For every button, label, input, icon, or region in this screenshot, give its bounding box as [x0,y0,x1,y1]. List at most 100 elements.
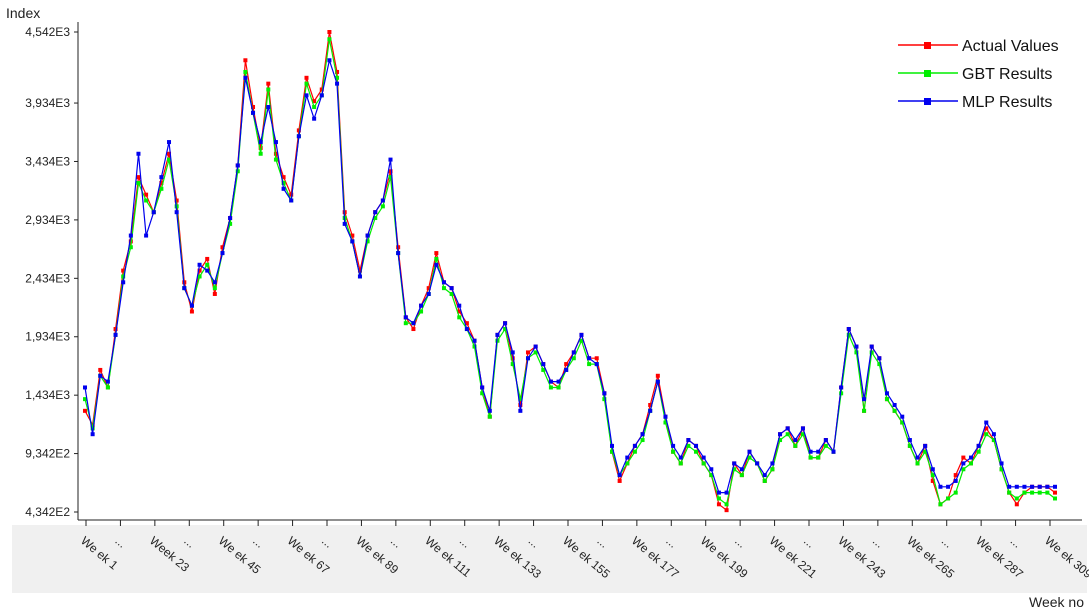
data-point [732,467,737,472]
data-point [632,449,637,454]
data-point [823,443,828,448]
data-point [632,443,637,448]
data-point [968,461,973,466]
data-point [266,87,271,92]
data-point [525,350,530,355]
data-point [495,338,500,343]
data-point [1053,484,1057,489]
data-point [510,362,515,367]
data-point [83,408,87,413]
data-point [105,379,110,384]
data-point [701,455,706,460]
series-mlp-results [83,58,1057,495]
data-point [189,309,194,314]
data-point [83,385,87,390]
data-point [205,256,210,261]
data-point [778,438,783,443]
legend-item[interactable]: Actual Values [898,38,1059,55]
data-point [663,414,668,419]
data-point [938,502,943,507]
data-point [877,356,882,361]
data-point [350,233,355,238]
data-point [655,379,660,384]
data-point [312,105,317,110]
y-tick-label: 9,342E2 [25,447,70,461]
data-point [923,443,928,448]
data-point [686,438,691,443]
data-point [961,455,966,460]
data-point [212,280,217,285]
data-point [968,455,973,460]
data-point [793,443,798,448]
data-point [930,473,935,478]
data-point [1045,490,1050,495]
data-point [808,455,813,460]
data-point [441,280,446,285]
legend-item[interactable]: MLP Results [898,94,1052,111]
data-point [396,251,401,256]
data-point [83,397,87,402]
data-point [113,327,118,332]
legend-label: MLP Results [962,94,1052,111]
data-point [533,344,538,349]
data-point [266,81,271,86]
data-point [441,286,446,291]
data-point [464,327,469,332]
data-point [518,408,523,413]
data-point [884,391,889,396]
data-point [816,449,821,454]
legend[interactable]: Actual Values GBT Results MLP Results [898,38,1059,111]
data-point [480,391,485,396]
data-point [197,268,202,273]
data-point [182,286,187,291]
data-point [380,198,385,203]
data-point [831,449,836,454]
data-point [915,455,920,460]
data-point [1053,496,1057,501]
data-point [724,508,729,513]
data-point [319,93,324,98]
legend-item[interactable]: GBT Results [898,66,1052,83]
data-point [785,426,790,431]
y-tick-label: 2,934E3 [25,213,70,227]
data-point [296,128,301,133]
data-point [946,496,951,501]
data-point [1007,484,1012,489]
y-tick-label: 2,434E3 [25,271,70,285]
data-point [472,338,477,343]
data-point [579,338,584,343]
data-point [976,443,981,448]
data-point [350,239,355,244]
data-point [312,116,317,121]
data-point [739,467,744,472]
data-point [312,99,317,104]
data-point [877,362,882,367]
data-point [686,443,691,448]
data-point [281,175,286,180]
data-point [266,105,271,110]
data-point [541,362,546,367]
data-point [694,443,699,448]
data-point [762,473,767,478]
data-point [961,461,966,466]
data-point [1022,490,1027,495]
data-point [457,309,462,314]
legend-swatch-marker [924,98,931,105]
data-point [128,245,133,250]
data-point [556,379,561,384]
data-point [319,87,324,92]
data-point [220,251,225,256]
data-point [212,291,217,296]
data-point [533,350,538,355]
data-point [724,490,729,495]
data-point [556,385,561,390]
data-point [1030,490,1035,495]
data-point [678,461,683,466]
data-point [327,37,332,42]
data-point [388,169,393,174]
data-point [159,180,164,185]
data-point [923,449,928,454]
data-point [419,303,424,308]
data-point [335,81,340,86]
